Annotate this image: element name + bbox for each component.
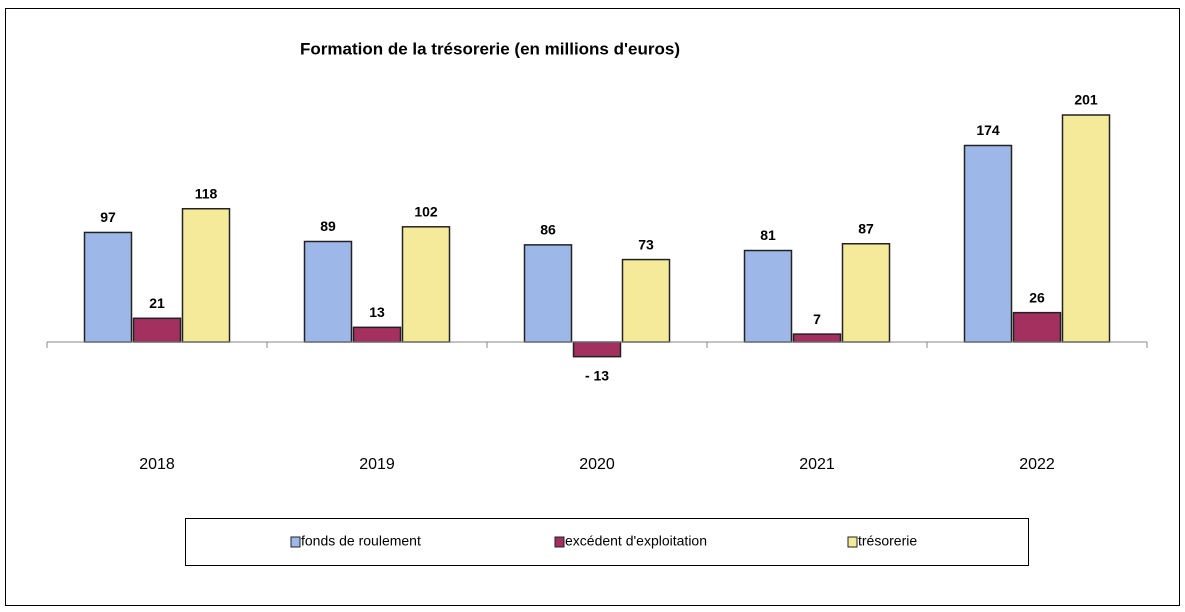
bar bbox=[132, 317, 182, 343]
bar bbox=[841, 242, 891, 343]
bar bbox=[352, 326, 402, 343]
value-label: 97 bbox=[100, 209, 116, 225]
value-label: 13 bbox=[369, 304, 385, 320]
bar bbox=[792, 333, 842, 343]
value-label: 21 bbox=[149, 295, 165, 311]
value-label: 89 bbox=[320, 218, 336, 234]
legend-box bbox=[185, 518, 1029, 566]
x-tick-label: 2022 bbox=[1019, 456, 1055, 473]
legend-label: excédent d'exploitation bbox=[565, 533, 707, 549]
value-label: 86 bbox=[540, 222, 556, 238]
value-label: 118 bbox=[195, 185, 218, 201]
value-label: 174 bbox=[976, 122, 1000, 138]
bar bbox=[1061, 114, 1111, 343]
value-label: 87 bbox=[858, 220, 874, 236]
value-label: 26 bbox=[1029, 289, 1045, 305]
bar bbox=[303, 240, 353, 343]
legend-label: fonds de roulement bbox=[301, 533, 421, 549]
bar bbox=[83, 231, 133, 343]
bar bbox=[523, 244, 573, 343]
chart-title: Formation de la trésorerie (en millions … bbox=[300, 39, 680, 58]
value-label: 81 bbox=[760, 227, 776, 243]
value-label: 7 bbox=[813, 311, 821, 327]
bar bbox=[743, 249, 793, 343]
bar bbox=[401, 226, 451, 343]
value-label: 102 bbox=[414, 204, 438, 220]
legend-label: trésorerie bbox=[858, 533, 917, 549]
value-label: 73 bbox=[638, 236, 654, 252]
bar bbox=[1012, 311, 1062, 343]
x-tick-label: 2018 bbox=[139, 456, 175, 473]
legend-swatch bbox=[290, 536, 301, 548]
bar bbox=[621, 258, 671, 343]
bar bbox=[181, 207, 231, 343]
x-tick-label: 2019 bbox=[359, 456, 395, 473]
x-tick-label: 2020 bbox=[579, 456, 615, 473]
x-tick-label: 2021 bbox=[799, 456, 835, 473]
legend-swatch bbox=[554, 536, 565, 548]
value-label: - 13 bbox=[585, 367, 609, 383]
value-label: 201 bbox=[1074, 92, 1098, 108]
bar bbox=[963, 144, 1013, 343]
bar bbox=[572, 341, 622, 358]
legend-swatch bbox=[847, 536, 858, 548]
